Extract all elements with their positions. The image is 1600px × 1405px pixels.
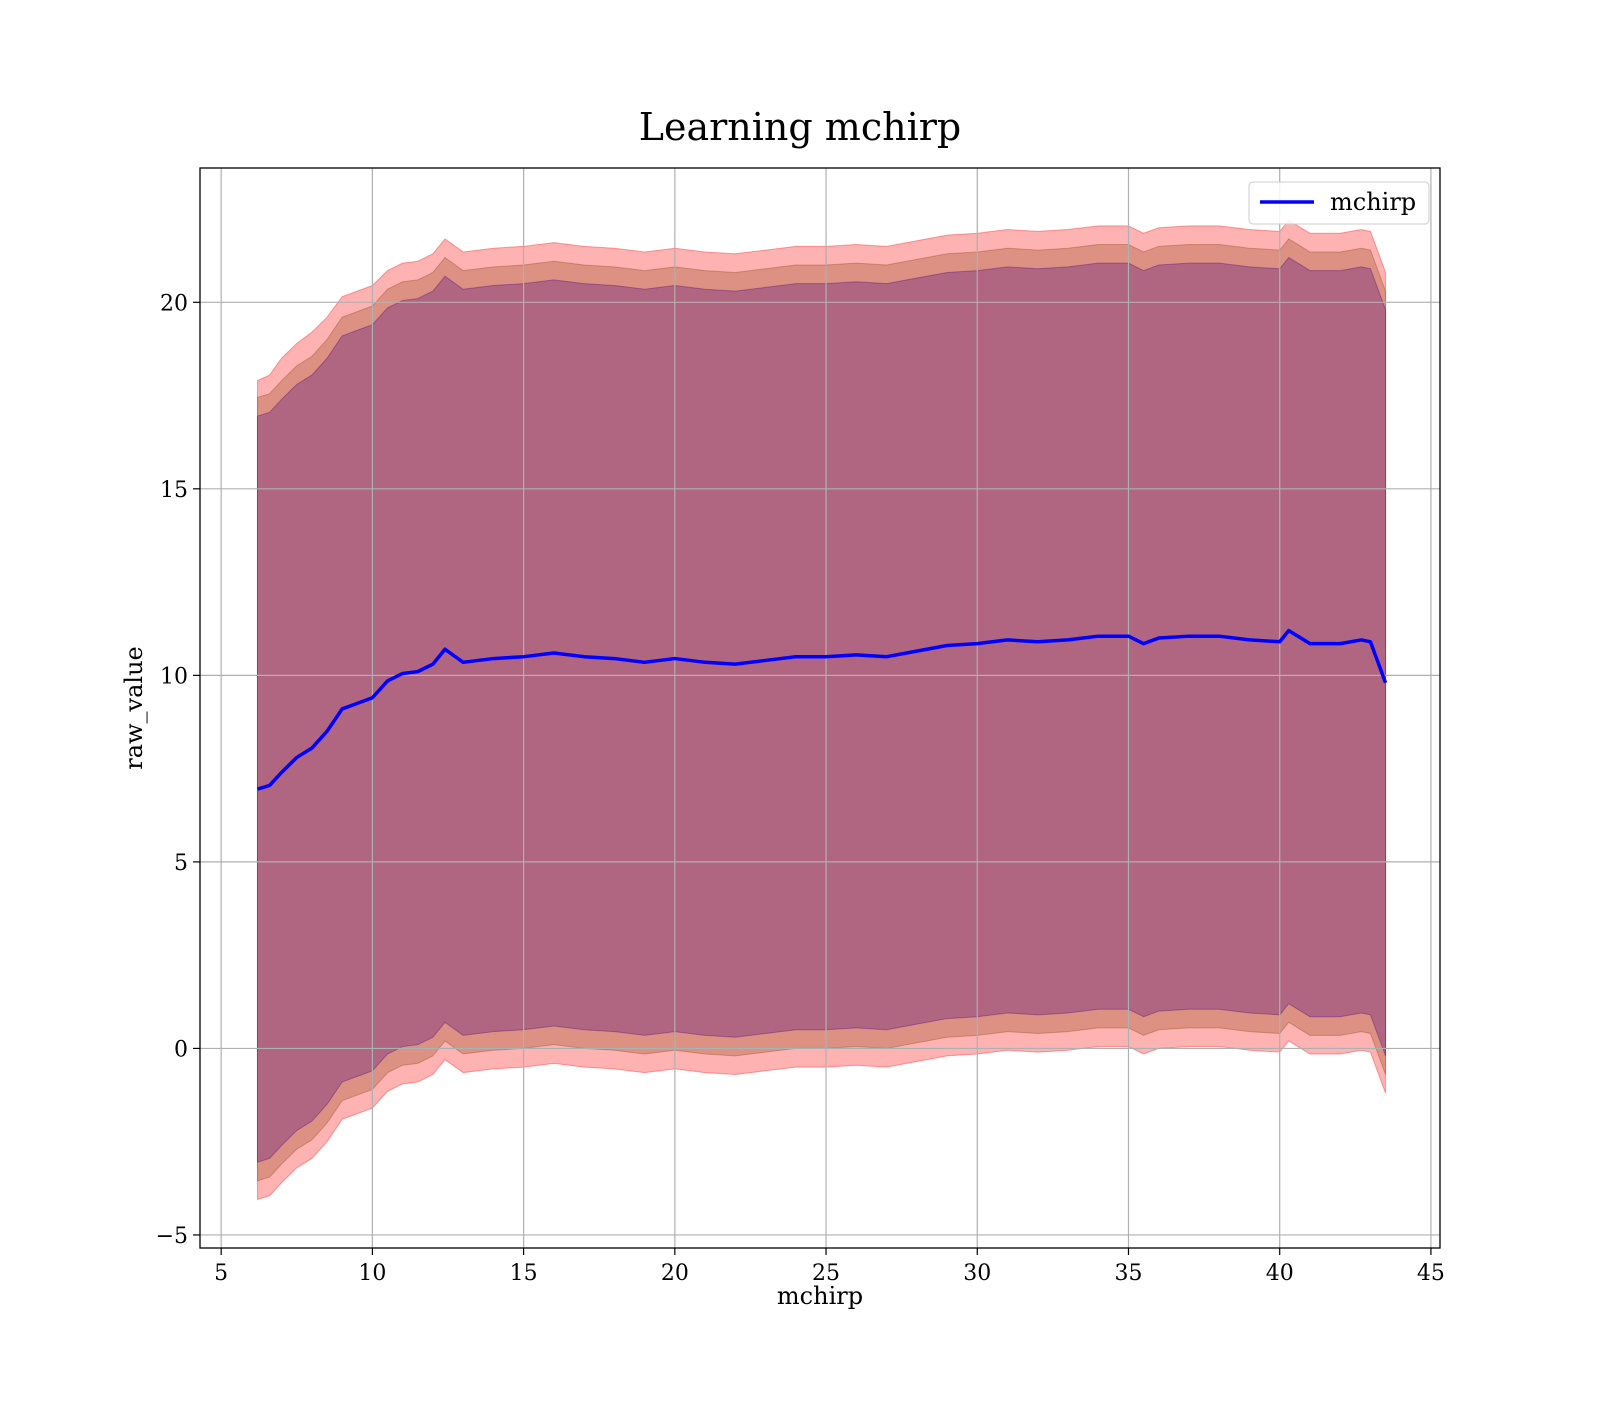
y-axis-label: raw_value [120,646,148,770]
x-tick-label: 45 [1417,1261,1445,1286]
y-tick-label: 0 [174,1037,188,1062]
x-tick-label: 30 [963,1261,991,1286]
x-tick-label: 10 [358,1261,386,1286]
y-tick-label: 5 [174,851,188,876]
y-tick-label: 15 [160,478,188,503]
legend-box [1248,181,1430,225]
x-tick-label: 20 [661,1261,689,1286]
legend: mchirp [1248,181,1430,225]
band-mid [256,238,1387,1182]
x-axis-ticks: 5 10 15 20 25 30 35 40 45 [214,1248,1445,1286]
grid-lines [200,168,1440,1248]
y-tick-label: −5 [156,1224,188,1249]
plot-area-frame [199,167,1441,1249]
y-tick-label: 10 [160,664,188,689]
series-lines [256,628,1388,791]
x-axis-label: mchirp [777,1282,863,1310]
y-tick-label: 20 [160,291,188,316]
series-line-mchirp [256,628,1388,791]
legend-entry: mchirp [1330,188,1416,216]
band-outer [256,219,1387,1201]
chart-title: Learning mchirp [639,105,961,149]
x-tick-label: 15 [510,1261,538,1286]
x-tick-label: 35 [1114,1261,1142,1286]
x-tick-label: 25 [812,1261,840,1286]
y-axis-ticks: −5 0 5 10 15 20 [156,291,200,1249]
confidence-bands [256,219,1387,1201]
x-tick-label: 40 [1266,1261,1294,1286]
x-tick-label: 5 [214,1261,228,1286]
band-inner [256,256,1387,1163]
